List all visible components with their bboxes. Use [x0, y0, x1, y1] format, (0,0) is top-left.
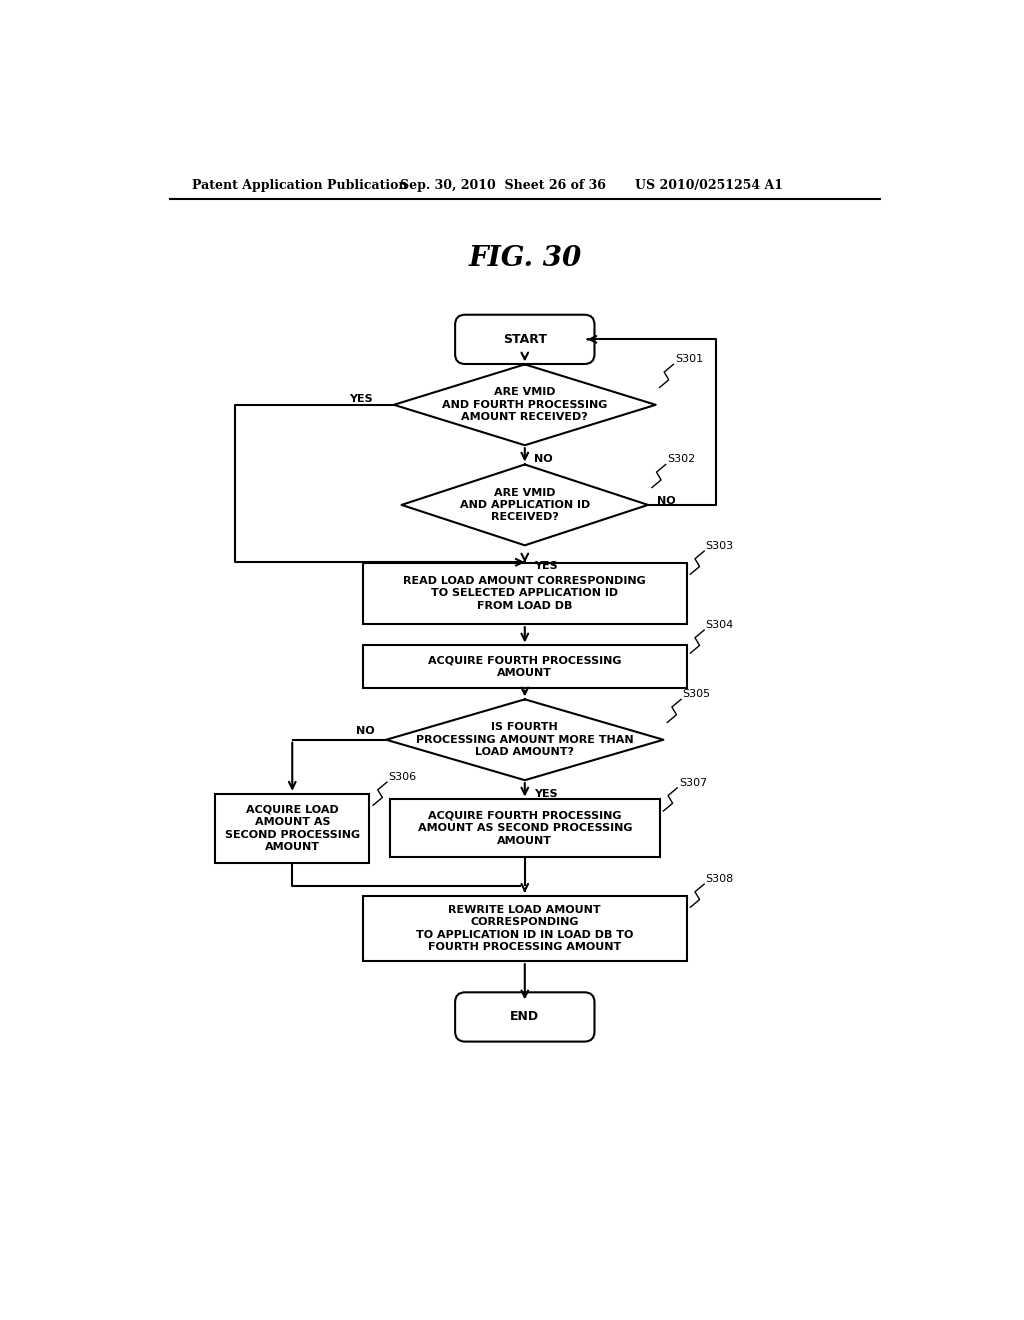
Text: ARE VMID
AND FOURTH PROCESSING
AMOUNT RECEIVED?: ARE VMID AND FOURTH PROCESSING AMOUNT RE…: [442, 387, 607, 422]
Text: ACQUIRE FOURTH PROCESSING
AMOUNT AS SECOND PROCESSING
AMOUNT: ACQUIRE FOURTH PROCESSING AMOUNT AS SECO…: [418, 810, 632, 846]
Text: S308: S308: [706, 874, 734, 884]
Text: YES: YES: [535, 561, 558, 572]
Text: S301: S301: [675, 354, 703, 364]
Bar: [364, 896, 686, 961]
Text: NO: NO: [356, 726, 375, 735]
Text: START: START: [503, 333, 547, 346]
Text: FIG. 30: FIG. 30: [468, 246, 582, 272]
Text: IS FOURTH
PROCESSING AMOUNT MORE THAN
LOAD AMOUNT?: IS FOURTH PROCESSING AMOUNT MORE THAN LO…: [416, 722, 634, 758]
Text: NO: NO: [657, 496, 676, 506]
Text: US 2010/0251254 A1: US 2010/0251254 A1: [635, 178, 783, 191]
Bar: [215, 793, 370, 863]
Text: YES: YES: [349, 393, 373, 404]
Bar: [364, 562, 686, 624]
Text: S306: S306: [388, 772, 417, 781]
Text: S302: S302: [668, 454, 695, 465]
Polygon shape: [394, 364, 655, 445]
Text: ARE VMID
AND APPLICATION ID
RECEIVED?: ARE VMID AND APPLICATION ID RECEIVED?: [460, 487, 590, 523]
Text: ACQUIRE FOURTH PROCESSING
AMOUNT: ACQUIRE FOURTH PROCESSING AMOUNT: [428, 656, 622, 677]
Polygon shape: [386, 700, 664, 780]
Text: S303: S303: [706, 541, 734, 552]
Text: ACQUIRE LOAD
AMOUNT AS
SECOND PROCESSING
AMOUNT: ACQUIRE LOAD AMOUNT AS SECOND PROCESSING…: [224, 805, 359, 851]
Text: S307: S307: [679, 777, 707, 788]
Text: READ LOAD AMOUNT CORRESPONDING
TO SELECTED APPLICATION ID
FROM LOAD DB: READ LOAD AMOUNT CORRESPONDING TO SELECT…: [403, 576, 646, 611]
Bar: [390, 800, 659, 857]
FancyBboxPatch shape: [455, 314, 595, 364]
Text: NO: NO: [535, 454, 553, 465]
FancyBboxPatch shape: [455, 993, 595, 1041]
Text: YES: YES: [535, 789, 558, 799]
Bar: [364, 645, 686, 688]
Text: Patent Application Publication: Patent Application Publication: [193, 178, 408, 191]
Text: REWRITE LOAD AMOUNT
CORRESPONDING
TO APPLICATION ID IN LOAD DB TO
FOURTH PROCESS: REWRITE LOAD AMOUNT CORRESPONDING TO APP…: [416, 904, 634, 952]
Text: S304: S304: [706, 620, 734, 630]
Text: END: END: [510, 1010, 540, 1023]
Text: Sep. 30, 2010  Sheet 26 of 36: Sep. 30, 2010 Sheet 26 of 36: [400, 178, 606, 191]
Polygon shape: [401, 465, 648, 545]
Text: S305: S305: [683, 689, 711, 700]
